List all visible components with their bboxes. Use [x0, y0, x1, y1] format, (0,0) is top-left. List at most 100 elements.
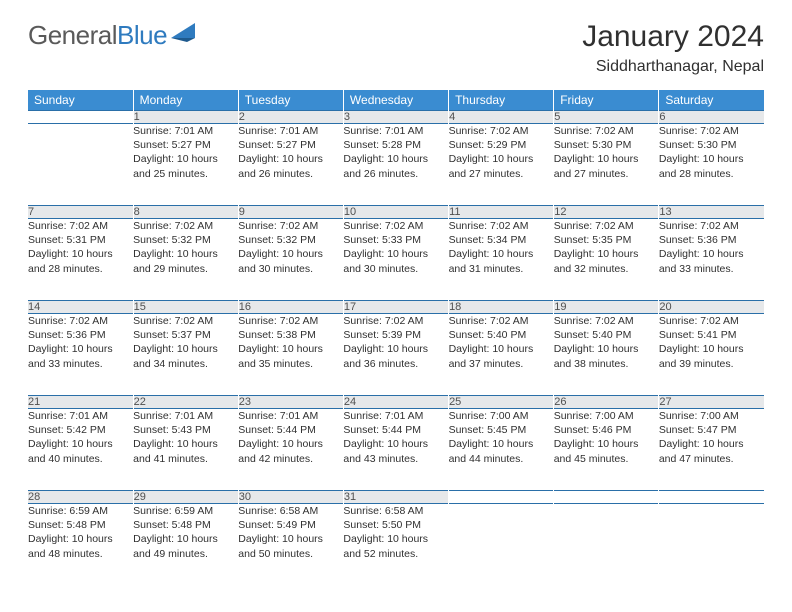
sunrise-text: Sunrise: 7:02 AM [659, 219, 764, 233]
sunset-text: Sunset: 5:35 PM [554, 233, 659, 247]
day-number [28, 111, 133, 124]
sunrise-text: Sunrise: 7:02 AM [238, 219, 343, 233]
day2-text: and 50 minutes. [238, 547, 343, 561]
logo: GeneralBlue [28, 20, 197, 51]
day-number: 21 [28, 396, 133, 409]
day-cell: Sunrise: 7:02 AMSunset: 5:30 PMDaylight:… [554, 124, 659, 206]
day1-text: Daylight: 10 hours [133, 437, 238, 451]
day1-text: Daylight: 10 hours [449, 247, 554, 261]
day-cell: Sunrise: 7:02 AMSunset: 5:33 PMDaylight:… [343, 219, 448, 301]
day1-text: Daylight: 10 hours [238, 532, 343, 546]
day2-text: and 30 minutes. [343, 262, 448, 276]
day1-text: Daylight: 10 hours [554, 152, 659, 166]
day-number: 22 [133, 396, 238, 409]
sunrise-text: Sunrise: 7:02 AM [238, 314, 343, 328]
day2-text: and 48 minutes. [28, 547, 133, 561]
day2-text: and 38 minutes. [554, 357, 659, 371]
weekday-header: Sunday [28, 90, 133, 111]
sunrise-text: Sunrise: 7:00 AM [659, 409, 764, 423]
sunset-text: Sunset: 5:30 PM [659, 138, 764, 152]
day1-text: Daylight: 10 hours [554, 437, 659, 451]
daynum-row: 123456 [28, 111, 764, 124]
sunrise-text: Sunrise: 7:02 AM [133, 219, 238, 233]
day-cell: Sunrise: 6:58 AMSunset: 5:50 PMDaylight:… [343, 504, 448, 586]
day2-text: and 40 minutes. [28, 452, 133, 466]
day-number: 31 [343, 491, 448, 504]
sunset-text: Sunset: 5:42 PM [28, 423, 133, 437]
day1-text: Daylight: 10 hours [659, 247, 764, 261]
day1-text: Daylight: 10 hours [133, 342, 238, 356]
day-cell: Sunrise: 7:01 AMSunset: 5:28 PMDaylight:… [343, 124, 448, 206]
title-block: January 2024 Siddharthanagar, Nepal [582, 20, 764, 76]
day-number: 23 [238, 396, 343, 409]
day-number [659, 491, 764, 504]
day-number [554, 491, 659, 504]
sunrise-text: Sunrise: 7:02 AM [343, 219, 448, 233]
day1-text: Daylight: 10 hours [659, 342, 764, 356]
week-content-row: Sunrise: 7:02 AMSunset: 5:36 PMDaylight:… [28, 314, 764, 396]
day1-text: Daylight: 10 hours [343, 532, 448, 546]
day1-text: Daylight: 10 hours [133, 152, 238, 166]
day2-text: and 35 minutes. [238, 357, 343, 371]
sunrise-text: Sunrise: 7:02 AM [554, 124, 659, 138]
daynum-row: 28293031 [28, 491, 764, 504]
day-number: 11 [449, 206, 554, 219]
day2-text: and 36 minutes. [343, 357, 448, 371]
day2-text: and 26 minutes. [238, 167, 343, 181]
day2-text: and 43 minutes. [343, 452, 448, 466]
day1-text: Daylight: 10 hours [238, 247, 343, 261]
sunset-text: Sunset: 5:43 PM [133, 423, 238, 437]
sunset-text: Sunset: 5:27 PM [238, 138, 343, 152]
day1-text: Daylight: 10 hours [28, 532, 133, 546]
weekday-header: Wednesday [343, 90, 448, 111]
week-content-row: Sunrise: 7:01 AMSunset: 5:27 PMDaylight:… [28, 124, 764, 206]
day-number: 18 [449, 301, 554, 314]
sunrise-text: Sunrise: 7:01 AM [238, 124, 343, 138]
day-cell: Sunrise: 7:02 AMSunset: 5:35 PMDaylight:… [554, 219, 659, 301]
sunset-text: Sunset: 5:36 PM [28, 328, 133, 342]
day2-text: and 26 minutes. [343, 167, 448, 181]
sunrise-text: Sunrise: 7:02 AM [28, 314, 133, 328]
day-cell [659, 504, 764, 586]
sunrise-text: Sunrise: 7:02 AM [659, 124, 764, 138]
day2-text: and 25 minutes. [133, 167, 238, 181]
sunset-text: Sunset: 5:30 PM [554, 138, 659, 152]
day2-text: and 33 minutes. [28, 357, 133, 371]
day-number: 10 [343, 206, 448, 219]
day2-text: and 44 minutes. [449, 452, 554, 466]
sunset-text: Sunset: 5:44 PM [343, 423, 448, 437]
sunset-text: Sunset: 5:40 PM [554, 328, 659, 342]
day2-text: and 45 minutes. [554, 452, 659, 466]
day-cell: Sunrise: 7:02 AMSunset: 5:30 PMDaylight:… [659, 124, 764, 206]
day2-text: and 34 minutes. [133, 357, 238, 371]
day1-text: Daylight: 10 hours [28, 437, 133, 451]
day-cell: Sunrise: 7:02 AMSunset: 5:38 PMDaylight:… [238, 314, 343, 396]
day-cell: Sunrise: 7:02 AMSunset: 5:34 PMDaylight:… [449, 219, 554, 301]
day-cell: Sunrise: 7:02 AMSunset: 5:31 PMDaylight:… [28, 219, 133, 301]
day2-text: and 37 minutes. [449, 357, 554, 371]
day-number: 13 [659, 206, 764, 219]
day2-text: and 31 minutes. [449, 262, 554, 276]
sunrise-text: Sunrise: 7:02 AM [449, 314, 554, 328]
day-number: 26 [554, 396, 659, 409]
day1-text: Daylight: 10 hours [554, 342, 659, 356]
weekday-header: Saturday [659, 90, 764, 111]
week-content-row: Sunrise: 7:02 AMSunset: 5:31 PMDaylight:… [28, 219, 764, 301]
day1-text: Daylight: 10 hours [449, 152, 554, 166]
sunset-text: Sunset: 5:32 PM [238, 233, 343, 247]
daynum-row: 78910111213 [28, 206, 764, 219]
sunrise-text: Sunrise: 7:01 AM [343, 124, 448, 138]
header: GeneralBlue January 2024 Siddharthanagar… [28, 20, 764, 76]
weekday-header: Thursday [449, 90, 554, 111]
weekday-header: Tuesday [238, 90, 343, 111]
sunrise-text: Sunrise: 7:00 AM [554, 409, 659, 423]
day-number [449, 491, 554, 504]
sunrise-text: Sunrise: 7:02 AM [659, 314, 764, 328]
sunset-text: Sunset: 5:34 PM [449, 233, 554, 247]
day-number: 14 [28, 301, 133, 314]
day-cell: Sunrise: 7:02 AMSunset: 5:41 PMDaylight:… [659, 314, 764, 396]
sunset-text: Sunset: 5:33 PM [343, 233, 448, 247]
day-cell: Sunrise: 7:02 AMSunset: 5:39 PMDaylight:… [343, 314, 448, 396]
day-number: 30 [238, 491, 343, 504]
sunset-text: Sunset: 5:37 PM [133, 328, 238, 342]
